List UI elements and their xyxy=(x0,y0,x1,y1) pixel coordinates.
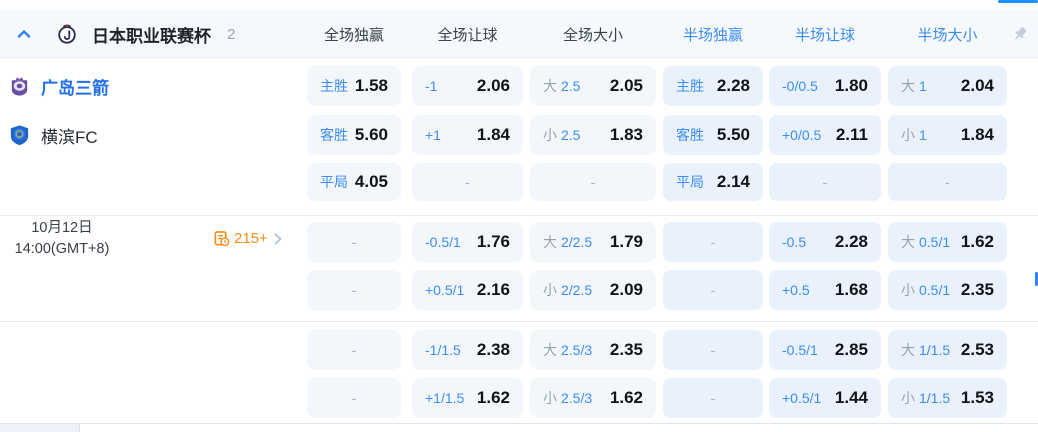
odds-cell-handicap[interactable]: -0/0.5 1.80 xyxy=(769,66,881,106)
next-row-stub xyxy=(0,424,80,432)
odds-row-5: - +0.5/1 2.16 小 2/2.5 2.09- +0.5 1.68 小 0.5/1 2.35 xyxy=(0,270,1038,310)
odds-cell-empty: - xyxy=(663,330,763,370)
market-column-header-6[interactable]: 半场大小 xyxy=(917,26,978,44)
home-team-name: 广岛三箭 xyxy=(41,78,109,98)
home-team-crest-icon xyxy=(11,77,28,96)
odds-cell-empty: - xyxy=(663,222,763,262)
away-team-crest-icon xyxy=(10,125,29,146)
row-divider xyxy=(0,423,1038,424)
document-clock-icon xyxy=(214,231,230,247)
odds-cell-empty: - xyxy=(307,378,401,418)
league-logo-icon xyxy=(58,24,76,44)
match-row: 广岛三箭 横滨FC 10月12日 14:00(GMT+8) 215+ xyxy=(0,58,1038,432)
extra-markets-link[interactable]: 215+ xyxy=(213,230,284,247)
odds-cell-overunder[interactable]: 小 0.5/1 2.35 xyxy=(888,270,1007,310)
market-column-header-4[interactable]: 半场独赢 xyxy=(682,26,743,44)
odds-cell-handicap[interactable]: +0.5 1.68 xyxy=(769,270,881,310)
section-divider xyxy=(0,321,1038,322)
odds-cell-overunder[interactable]: 大 1/1.5 2.53 xyxy=(888,330,1007,370)
odds-cell-empty: - xyxy=(412,163,523,201)
top-strip xyxy=(0,0,1038,10)
league-name: 日本职业联赛杯 xyxy=(92,26,211,46)
odds-cell-handicap[interactable]: -0.5 2.28 xyxy=(769,222,881,262)
home-team-row[interactable]: 广岛三箭 xyxy=(8,66,298,106)
odds-cell-overunder[interactable]: 大 1 2.04 xyxy=(888,66,1007,106)
odds-cell-empty: - xyxy=(663,378,763,418)
odds-cell-handicap[interactable]: +1 1.84 xyxy=(412,115,523,155)
odds-row-2: 客胜 5.60 +1 1.84 小 2.5 1.83 客胜 5.50 +0/0.5 2.11 小 1 1.… xyxy=(0,115,1038,155)
odds-row-7: - +1/1.5 1.62 小 2.5/3 1.62- +0.5/1 1.44 小 1/1.5 1.… xyxy=(0,378,1038,418)
odds-cell-empty: - xyxy=(307,270,401,310)
odds-cell-handicap[interactable]: +1/1.5 1.62 xyxy=(412,378,523,418)
chevron-right-icon xyxy=(274,233,282,244)
odds-cell-result[interactable]: 客胜 5.50 xyxy=(663,115,763,155)
odds-row-1: 主胜 1.58 -1 2.06 大 2.5 2.05 主胜 2.28 -0/0.5 1.80 大 1 2.… xyxy=(0,66,1038,106)
odds-cell-result[interactable]: 客胜 5.60 xyxy=(307,115,401,155)
market-column-header-5[interactable]: 半场让球 xyxy=(794,26,855,44)
league-header-bar: 日本职业联赛杯 2 全场独赢 全场让球 全场大小 半场独赢 半场让球 半场大小 xyxy=(0,10,1038,58)
odds-cell-handicap[interactable]: -1/1.5 2.38 xyxy=(412,330,523,370)
odds-cell-overunder[interactable]: 小 2.5/3 1.62 xyxy=(530,378,656,418)
odds-cell-handicap[interactable]: -0.5/1 2.85 xyxy=(769,330,881,370)
odds-cell-overunder[interactable]: 大 2.5/3 2.35 xyxy=(530,330,656,370)
section-divider xyxy=(0,215,1038,216)
odds-cell-empty: - xyxy=(663,270,763,310)
market-column-header-3[interactable]: 全场大小 xyxy=(562,26,623,44)
odds-cell-overunder[interactable]: 大 2.5 2.05 xyxy=(530,66,656,106)
away-team-name: 横滨FC xyxy=(41,127,98,147)
odds-cell-overunder[interactable]: 大 0.5/1 1.62 xyxy=(888,222,1007,262)
extra-markets-count: 215+ xyxy=(234,230,268,247)
odds-cell-overunder[interactable]: 小 2/2.5 2.09 xyxy=(530,270,656,310)
odds-cell-result[interactable]: 平局 4.05 xyxy=(307,163,401,201)
odds-cell-handicap[interactable]: -0.5/1 1.76 xyxy=(412,222,523,262)
odds-cell-handicap[interactable]: -1 2.06 xyxy=(412,66,523,106)
odds-cell-empty: - xyxy=(307,222,401,262)
odds-cell-handicap[interactable]: +0.5/1 2.16 xyxy=(412,270,523,310)
top-accent-line xyxy=(998,0,1038,3)
scroll-indicator xyxy=(1035,272,1038,286)
match-datetime: 10月12日 14:00(GMT+8) xyxy=(4,218,120,260)
odds-cell-overunder[interactable]: 小 1/1.5 1.53 xyxy=(888,378,1007,418)
away-team-row[interactable]: 横滨FC xyxy=(8,115,298,155)
match-time: 14:00(GMT+8) xyxy=(14,241,110,257)
odds-cell-overunder[interactable]: 小 2.5 1.83 xyxy=(530,115,656,155)
odds-cell-empty: - xyxy=(888,163,1007,201)
market-column-header-2[interactable]: 全场让球 xyxy=(437,26,498,44)
odds-row-4: - -0.5/1 1.76 大 2/2.5 1.79- -0.5 2.28 大 0.5/1 1.62 xyxy=(0,222,1038,262)
odds-row-6: - -1/1.5 2.38 大 2.5/3 2.35- -0.5/1 2.85 大 1/1.5 2.… xyxy=(0,330,1038,370)
odds-cell-overunder[interactable]: 大 2/2.5 1.79 xyxy=(530,222,656,262)
odds-cell-result[interactable]: 平局 2.14 xyxy=(663,163,763,201)
chevron-up-icon xyxy=(17,30,31,38)
odds-cell-result[interactable]: 主胜 1.58 xyxy=(307,66,401,106)
collapse-league-button[interactable] xyxy=(14,24,34,44)
odds-cell-result[interactable]: 主胜 2.28 xyxy=(663,66,763,106)
pin-icon[interactable] xyxy=(1010,24,1030,44)
odds-cell-empty: - xyxy=(769,163,881,201)
odds-row-3: 平局 4.05- - 平局 2.14- - xyxy=(0,163,1038,203)
match-date: 10月12日 xyxy=(31,220,93,236)
league-match-count: 2 xyxy=(227,25,236,43)
odds-cell-empty: - xyxy=(530,163,656,201)
odds-cell-empty: - xyxy=(307,330,401,370)
market-column-header-1[interactable]: 全场独赢 xyxy=(323,26,384,44)
odds-cell-handicap[interactable]: +0.5/1 1.44 xyxy=(769,378,881,418)
odds-cell-overunder[interactable]: 小 1 1.84 xyxy=(888,115,1007,155)
odds-cell-handicap[interactable]: +0/0.5 2.11 xyxy=(769,115,881,155)
